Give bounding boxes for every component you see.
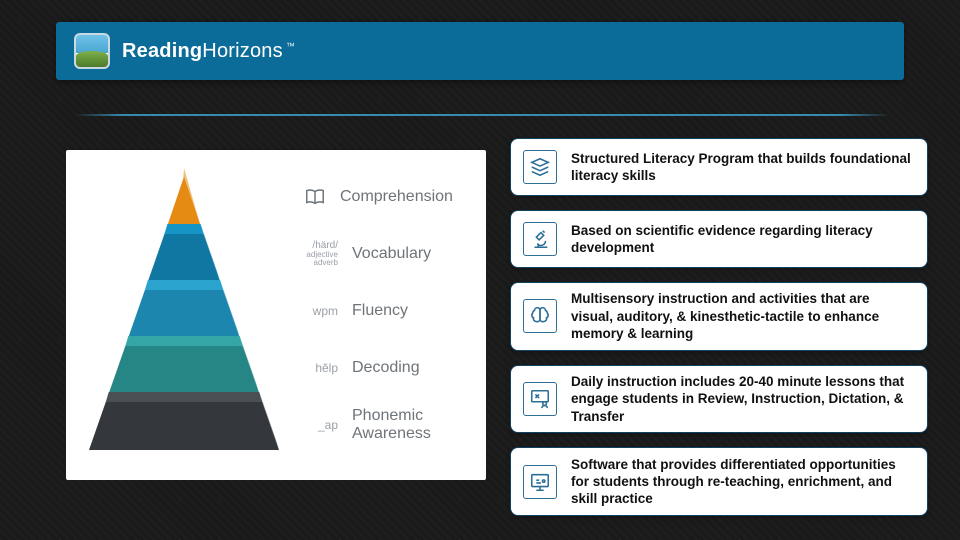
pyramid-panel: Comprehension/härd/adjectiveadverb Vocabu… bbox=[66, 150, 486, 480]
pyramid-row: wpm Fluency bbox=[304, 282, 476, 339]
pyramid-hint: hĕlp bbox=[304, 361, 338, 375]
pyramid-tier-name: Vocabulary bbox=[352, 245, 431, 263]
feature-card: Software that provides differentiated op… bbox=[510, 447, 928, 516]
header-bar: ReadingHorizons™ bbox=[56, 22, 904, 80]
pyramid-row: _ap Phonemic Awareness bbox=[304, 396, 476, 453]
feature-card-text: Multisensory instruction and activities … bbox=[571, 290, 913, 342]
brand-logo-icon bbox=[74, 33, 110, 69]
brand-tm: ™ bbox=[286, 41, 295, 51]
teacher-icon bbox=[523, 382, 557, 416]
microscope-icon bbox=[523, 222, 557, 256]
pyramid-labels: Comprehension/härd/adjectiveadverb Vocabu… bbox=[304, 168, 476, 453]
feature-card-text: Based on scientific evidence regarding l… bbox=[571, 222, 913, 257]
pyramid-tier-name: Decoding bbox=[352, 359, 420, 377]
feature-card-text: Software that provides differentiated op… bbox=[571, 456, 913, 508]
feature-card: Structured Literacy Program that builds … bbox=[510, 138, 928, 196]
pyramid-tier-name: Phonemic Awareness bbox=[352, 407, 476, 443]
feature-card-text: Structured Literacy Program that builds … bbox=[571, 150, 913, 185]
feature-card-list: Structured Literacy Program that builds … bbox=[510, 138, 928, 516]
pyramid-hint: /härd/adjectiveadverb bbox=[304, 240, 338, 267]
brain-icon bbox=[523, 299, 557, 333]
brand-wordmark: ReadingHorizons™ bbox=[122, 40, 295, 63]
open-book-icon bbox=[304, 186, 326, 208]
slide-stage: ReadingHorizons™ Comprehension/härd/adje… bbox=[0, 0, 960, 540]
pyramid-tier-name: Fluency bbox=[352, 302, 408, 320]
feature-card: Multisensory instruction and activities … bbox=[510, 282, 928, 351]
brand-part2: Horizons bbox=[202, 40, 283, 62]
pyramid-hint: wpm bbox=[304, 304, 338, 318]
feature-card: Based on scientific evidence regarding l… bbox=[510, 210, 928, 268]
literacy-pyramid-icon bbox=[84, 160, 284, 460]
section-divider bbox=[74, 114, 890, 116]
pyramid-row: Comprehension bbox=[304, 168, 476, 225]
software-icon bbox=[523, 465, 557, 499]
pyramid-hint: _ap bbox=[304, 418, 338, 432]
pyramid-tier-name: Comprehension bbox=[340, 188, 453, 206]
pyramid-row: hĕlp Decoding bbox=[304, 339, 476, 396]
brand-part1: Reading bbox=[122, 40, 202, 62]
stack-icon bbox=[523, 150, 557, 184]
feature-card: Daily instruction includes 20-40 minute … bbox=[510, 365, 928, 434]
feature-card-text: Daily instruction includes 20-40 minute … bbox=[571, 373, 913, 425]
pyramid-row: /härd/adjectiveadverb Vocabulary bbox=[304, 225, 476, 282]
